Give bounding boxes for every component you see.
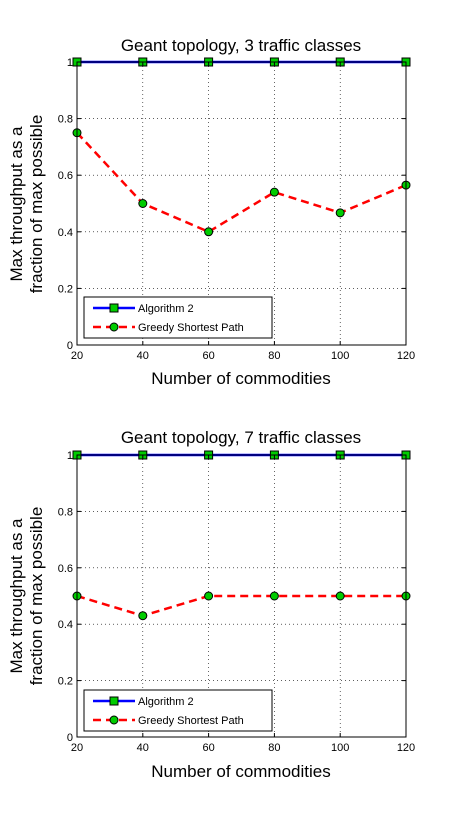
chart-2-x-tick-label: 120 [397, 742, 415, 754]
chart-1-y-ticks: 0 0.2 0.4 0.6 0.8 1 [58, 57, 406, 352]
chart-2-x-tick-label: 20 [71, 742, 83, 754]
chart-1-axes-box [76, 61, 407, 346]
chart-2: Geant topology, 7 traffic classes 20 40 60… [7, 428, 415, 781]
chart-1-series-line-greedy-shortest-path [76, 131, 407, 234]
chart-2-axes-box [76, 454, 407, 738]
chart-1-x-tick-label: 20 [71, 350, 83, 362]
chart-1-y-tick-label: 1 [67, 57, 73, 69]
chart-1-point-greedy-shortest-path [335, 208, 345, 218]
chart-1-y-tick-label: 0.8 [58, 114, 73, 126]
chart-1-x-axis-label: Number of commodities [151, 369, 331, 388]
chart-2-legend-marker-algorithm-2 [109, 696, 119, 706]
chart-1-legend: Algorithm 2 Greedy Shortest Path [83, 296, 273, 339]
chart-1-legend-marker-algorithm-2 [109, 303, 119, 313]
chart-2-x-tick-label: 40 [137, 742, 149, 754]
chart-1-title: Geant topology, 3 traffic classes [121, 36, 361, 55]
chart-2-x-tick-label: 80 [268, 742, 280, 754]
chart-1-point-greedy-shortest-path [138, 199, 148, 208]
chart-1-y-axis-label-line-1: Max throughput as a [7, 126, 26, 282]
chart-2-x-ticks: 20 40 60 80 100 120 [71, 455, 415, 754]
chart-1: Geant topology, 3 traffic classes 20 40 60… [7, 36, 415, 388]
chart-1-legend-label-algorithm-2: Algorithm 2 [138, 303, 194, 315]
chart-2-point-greedy-shortest-path [204, 591, 214, 601]
chart-1-legend-label-greedy: Greedy Shortest Path [138, 322, 244, 334]
chart-1-x-ticks: 20 40 60 80 100 120 [71, 62, 415, 362]
chart-1-y-tick-label: 0.2 [58, 283, 73, 295]
chart-2-point-greedy-shortest-path [335, 591, 345, 601]
chart-2-y-tick-label: 0.4 [58, 619, 73, 631]
chart-2-legend-label-greedy: Greedy Shortest Path [138, 715, 244, 727]
chart-2-y-tick-label: 0.8 [58, 506, 73, 518]
chart-1-legend-marker-greedy [109, 322, 119, 332]
chart-2-point-greedy-shortest-path [138, 611, 148, 621]
chart-2-title: Geant topology, 7 traffic classes [121, 428, 361, 447]
chart-2-x-axis-label: Number of commodities [151, 762, 331, 781]
chart-2-x-tick-label: 100 [331, 742, 349, 754]
chart-1-grid [77, 62, 406, 345]
chart-2-y-tick-label: 1 [67, 450, 73, 462]
chart-2-point-greedy-shortest-path [269, 591, 279, 601]
chart-1-y-tick-label: 0.4 [58, 227, 73, 239]
chart-2-y-ticks: 0 0.2 0.4 0.6 0.8 1 [58, 450, 406, 744]
chart-1-y-tick-label: 0.6 [58, 170, 73, 182]
chart-2-y-tick-label: 0 [67, 732, 73, 744]
chart-2-legend-marker-greedy [109, 715, 119, 725]
chart-1-point-greedy-shortest-path [269, 187, 279, 197]
chart-2-y-axis-label-line-1: Max throughput as a [7, 518, 26, 674]
chart-1-x-tick-label: 40 [137, 350, 149, 362]
chart-2-y-tick-label: 0.6 [58, 563, 73, 575]
chart-2-x-tick-label: 60 [202, 742, 214, 754]
chart-1-y-axis-label-line-2: fraction of max possible [27, 115, 46, 294]
chart-1-x-tick-label: 60 [202, 350, 214, 362]
chart-2-series-line-greedy-shortest-path [76, 594, 406, 618]
chart-1-y-tick-label: 0 [67, 340, 73, 352]
chart-2-legend-label-algorithm-2: Algorithm 2 [138, 696, 194, 708]
chart-2-y-tick-label: 0.2 [58, 676, 73, 688]
chart-2-legend: Algorithm 2 Greedy Shortest Path [83, 689, 273, 732]
chart-1-x-tick-label: 100 [331, 350, 349, 362]
chart-2-y-axis-label-line-2: fraction of max possible [27, 507, 46, 686]
chart-1-x-tick-label: 80 [268, 350, 280, 362]
chart-1-x-tick-label: 120 [397, 350, 415, 362]
chart-1-point-greedy-shortest-path [204, 227, 214, 237]
